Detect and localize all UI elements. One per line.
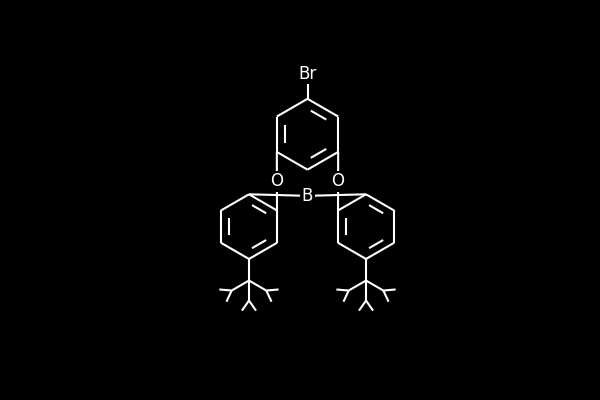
Text: Br: Br: [298, 66, 317, 84]
Text: B: B: [302, 187, 313, 205]
Text: O: O: [332, 172, 344, 190]
Text: O: O: [271, 172, 283, 190]
